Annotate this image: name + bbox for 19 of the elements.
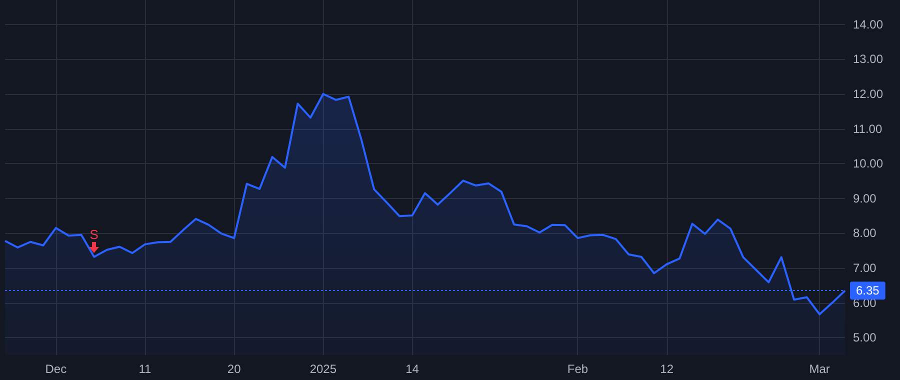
y-tick-label: 13.00 [853, 52, 884, 66]
x-tick-label: 11 [138, 362, 152, 376]
x-tick-label: 12 [660, 362, 674, 376]
y-tick-label: 7.00 [853, 260, 877, 275]
x-tick-label: 2025 [310, 362, 337, 376]
y-tick-label: 11.00 [853, 122, 882, 136]
y-tick-label: 12.00 [853, 86, 884, 101]
y-tick-label: 9.00 [853, 191, 877, 206]
x-tick-label: 20 [227, 362, 242, 376]
y-tick-label: 10.00 [853, 156, 884, 171]
x-tick-label: Dec [45, 362, 67, 376]
y-tick-label: 5.00 [853, 330, 877, 345]
y-tick-label: 8.00 [853, 226, 877, 240]
annotation: S [88, 226, 100, 242]
x-tick-label: Feb [567, 362, 588, 376]
y-tick-label: 14.00 [853, 17, 884, 32]
x-tick-label: Mar [809, 362, 830, 376]
x-tick-label: 14 [406, 362, 420, 376]
ref-line-label: 6.35 [856, 284, 880, 298]
